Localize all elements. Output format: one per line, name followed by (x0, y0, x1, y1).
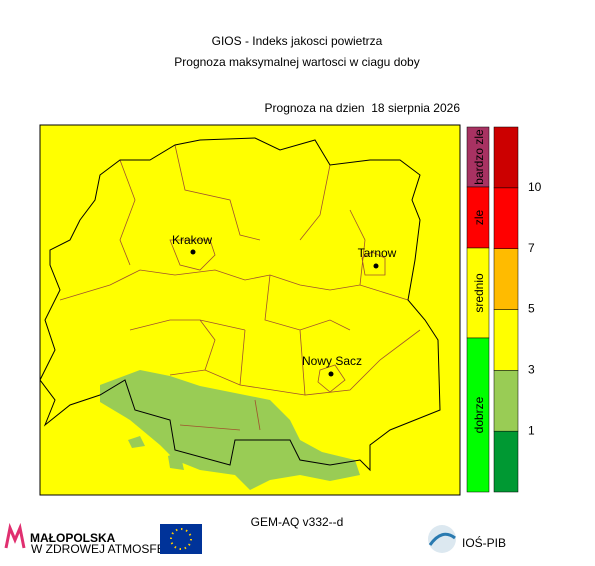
city-label: Tarnow (358, 246, 397, 260)
city-dot (328, 371, 334, 377)
category-label: srednio (472, 273, 486, 313)
eu-stars (170, 528, 192, 550)
district-borders (59, 144, 421, 431)
logo-iospib: IOŚ-PIB (428, 525, 506, 553)
logo-text: IOŚ-PIB (462, 535, 506, 550)
category-segment (466, 337, 490, 493)
city-label: Krakow (172, 233, 212, 247)
category-label: dobrze (472, 396, 486, 433)
model-label: GEM-AQ v332--d (251, 515, 344, 529)
subtitle: Prognoza maksymalnej wartosci w ciagu do… (174, 55, 419, 69)
colorbar: 1 3 5 7 10 (493, 126, 542, 493)
colorbar-tick-label: 5 (528, 302, 535, 316)
colorbar-tick-label: 10 (528, 180, 542, 194)
category-bar: bardzo zle zle srednio dobrze (466, 126, 490, 493)
category-label: zle (472, 210, 486, 226)
colorbar-segment (493, 430, 519, 493)
colorbar-segment (493, 187, 519, 249)
logo-text: MAŁOPOLSKA (30, 531, 116, 545)
logo-icon-wave (428, 532, 456, 546)
colorbar-tick-label: 1 (528, 423, 535, 437)
map: Krakow Tarnow Nowy Sacz (39, 124, 461, 496)
category-label: bardzo zle (472, 129, 486, 185)
city-dot (190, 249, 196, 255)
logo-eu-life (160, 524, 202, 554)
colorbar-tick-label: 3 (528, 363, 535, 377)
logo-subtext: W ZDROWEJ ATMOSFERZE (31, 542, 189, 556)
logo-icon (428, 525, 456, 553)
logo-malopolska: MAŁOPOLSKA W ZDROWEJ ATMOSFERZE (4, 522, 189, 556)
region-border (39, 137, 441, 472)
colorbar-segment (493, 309, 519, 371)
city-label: Nowy Sacz (302, 354, 362, 368)
colorbar-tick-label: 7 (528, 241, 535, 255)
forecast-date: Prognoza na dzien 18 sierpnia 2026 (265, 101, 461, 115)
title: GIOS - Indeks jakosci powietrza (212, 34, 383, 48)
city-dot (373, 263, 379, 269)
colorbar-segment (493, 370, 519, 432)
colorbar-segment (493, 248, 519, 310)
logo-mark (4, 522, 26, 549)
good-air-zone (100, 370, 360, 490)
colorbar-segment (493, 126, 519, 189)
